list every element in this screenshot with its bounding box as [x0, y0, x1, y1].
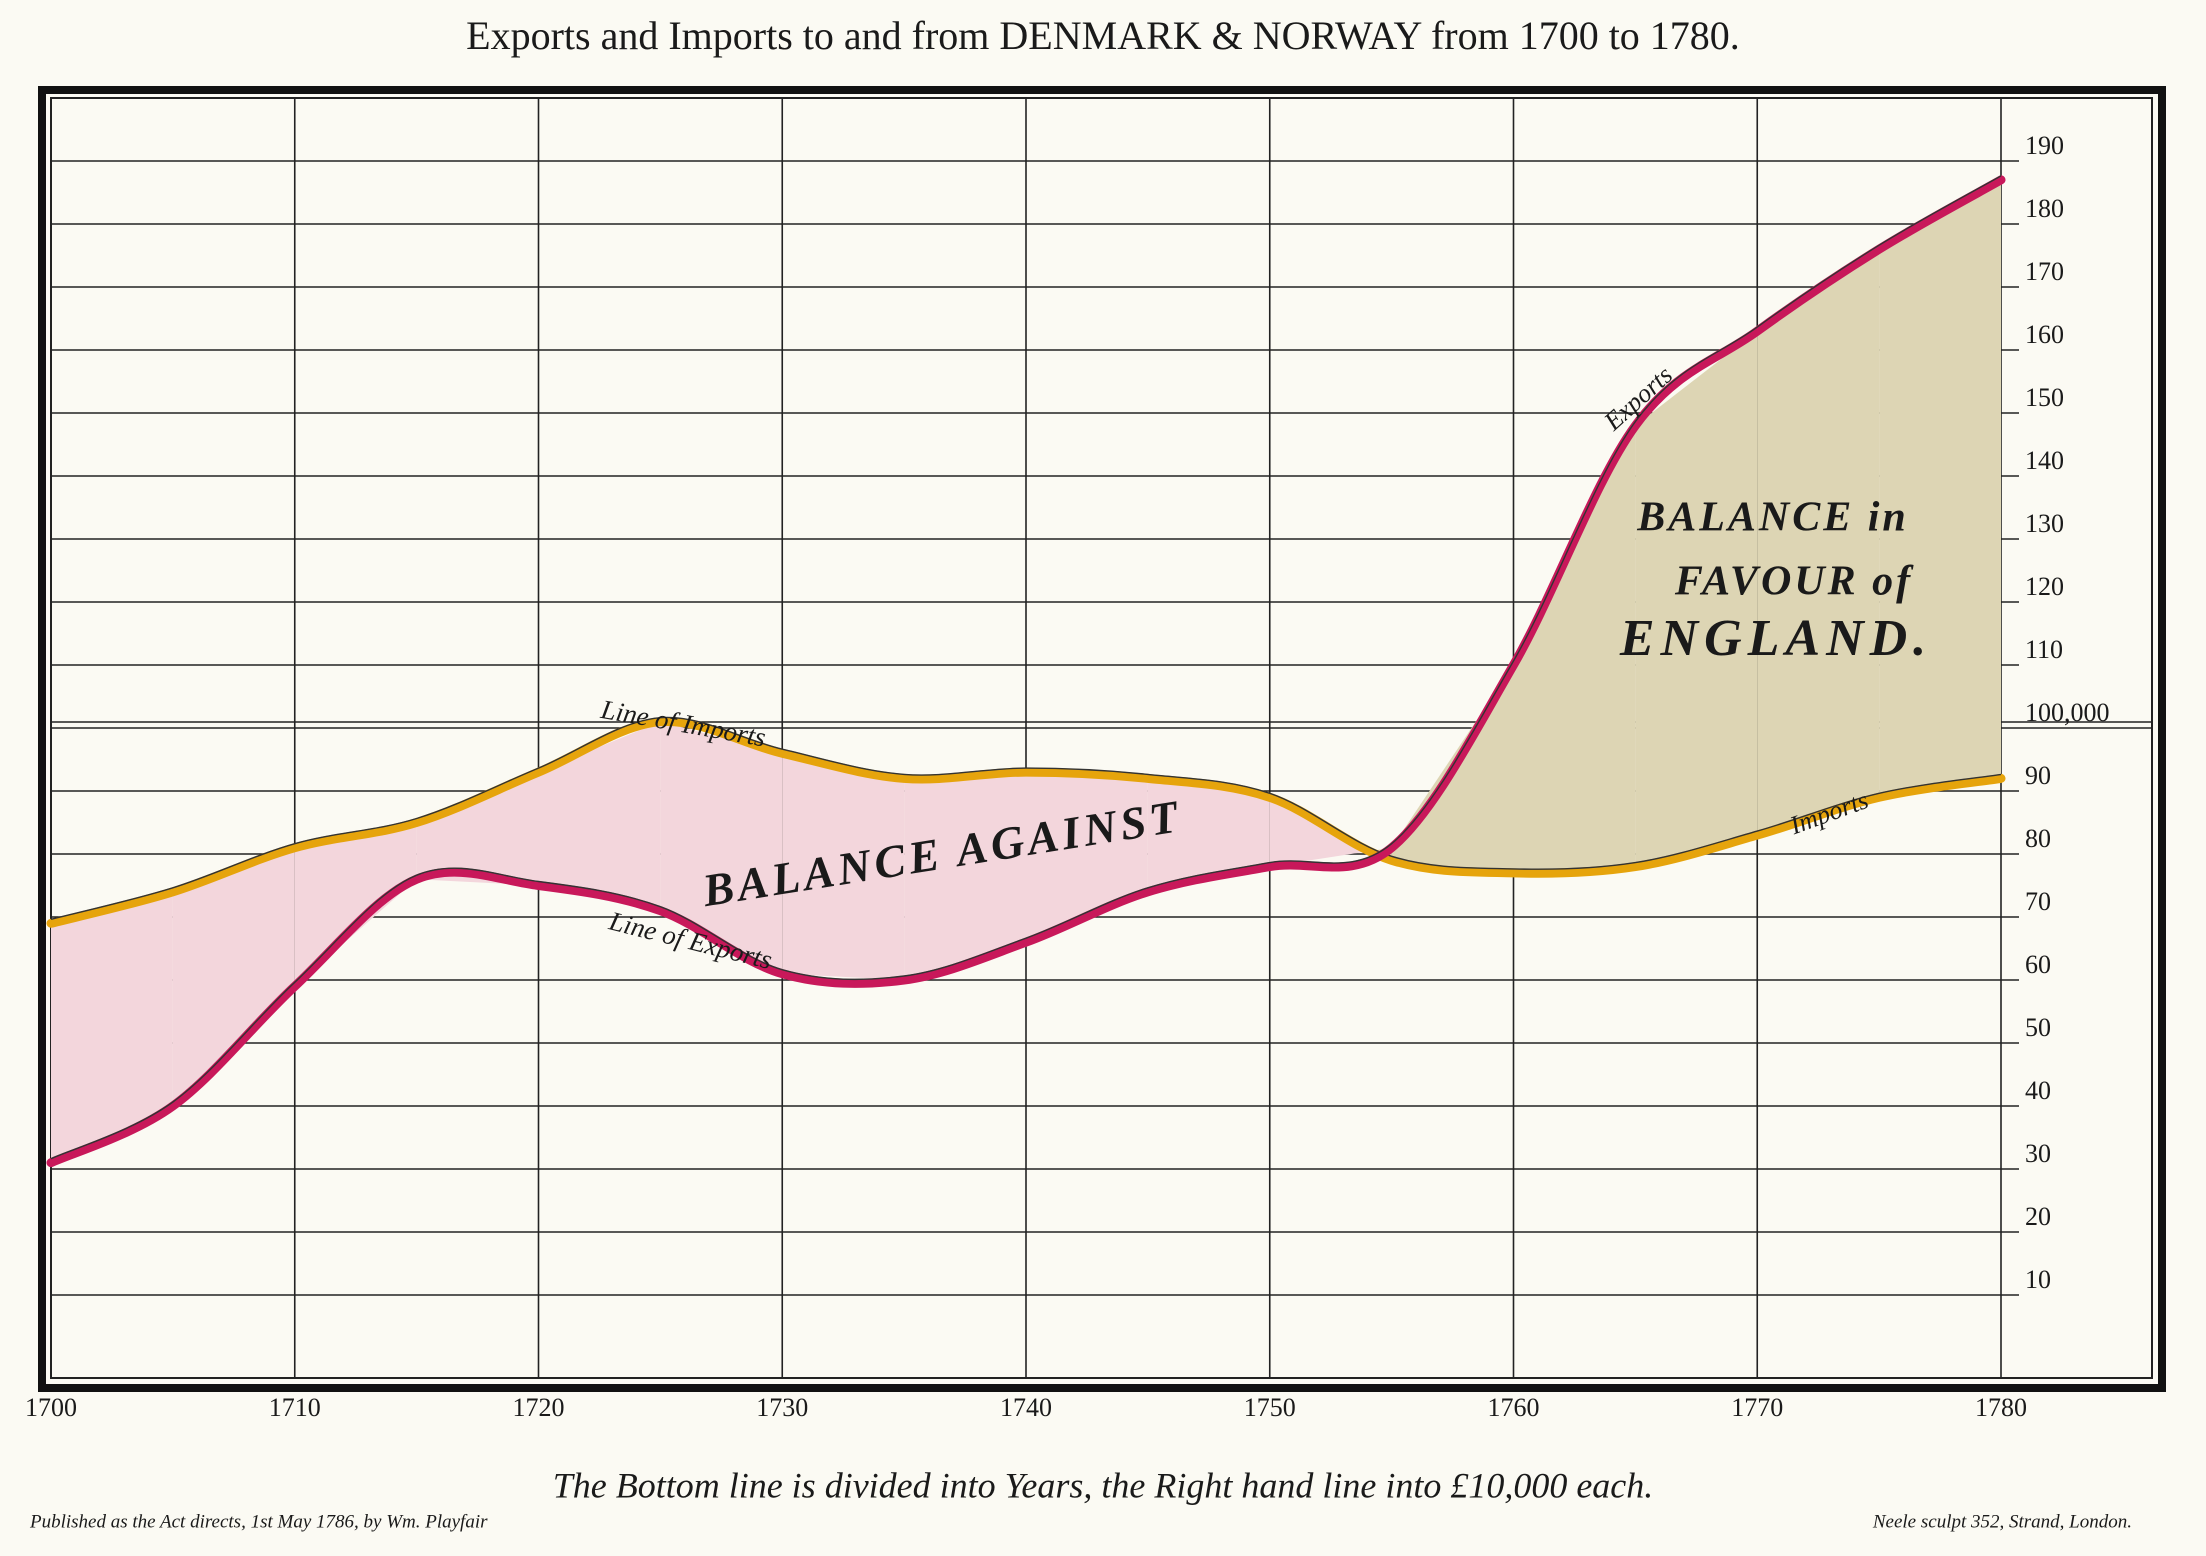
- y-tick-label: 20: [2025, 1202, 2051, 1231]
- series-line-outline: [50, 716, 2002, 920]
- y-tick-label: 160: [2025, 320, 2064, 349]
- y-tick-label: 40: [2025, 1076, 2051, 1105]
- balance-area: [294, 822, 417, 987]
- balance-area: [1635, 331, 1758, 867]
- annotation: FAVOUR of: [1674, 559, 1914, 605]
- credit: Neele sculpt 352, Strand, London.: [1872, 1511, 2132, 1532]
- x-tick-label: 1780: [1975, 1393, 2027, 1422]
- annotation: ENGLAND.: [1619, 610, 1932, 667]
- y-tick-label: 70: [2025, 887, 2051, 916]
- y-tick-label: 150: [2025, 383, 2064, 412]
- y-tick-label: 80: [2025, 824, 2051, 853]
- x-tick-label: 1710: [269, 1393, 321, 1422]
- balance-area: [1147, 778, 1270, 892]
- series-line-outline: [50, 175, 2002, 1160]
- y-tick-label: 100,000: [2025, 698, 2110, 727]
- balance-area: [1269, 797, 1373, 867]
- balance-area: [416, 772, 539, 886]
- y-tick-label: 60: [2025, 950, 2051, 979]
- balance-area: [782, 753, 905, 980]
- y-tick-label: 10: [2025, 1265, 2051, 1294]
- y-tick-label: 50: [2025, 1013, 2051, 1042]
- y-tick-label: 140: [2025, 446, 2064, 475]
- balance-area: [1879, 179, 2001, 798]
- x-tick-label: 1760: [1488, 1393, 1540, 1422]
- credit: Published as the Act directs, 1st May 17…: [29, 1511, 488, 1532]
- y-tick-label: 90: [2025, 761, 2051, 790]
- footnote: The Bottom line is divided into Years, t…: [553, 1465, 1654, 1505]
- y-tick-label: 190: [2025, 131, 2064, 160]
- y-tick-label: 110: [2025, 635, 2063, 664]
- balance-area: [1513, 425, 1636, 873]
- outer-frame: [38, 86, 2166, 1392]
- series-line: [46, 175, 2006, 1168]
- x-tick-label: 1750: [1244, 1393, 1296, 1422]
- balance-area: [172, 847, 295, 1106]
- balance-area: [51, 891, 173, 1163]
- y-tick-label: 120: [2025, 572, 2064, 601]
- y-tick-label: 180: [2025, 194, 2064, 223]
- x-tick-label: 1740: [1000, 1393, 1052, 1422]
- balance-area: [904, 772, 1026, 980]
- x-tick-label: 1770: [1731, 1393, 1783, 1422]
- series-line: [46, 716, 2006, 928]
- balance-area: [660, 721, 783, 974]
- annotation: BALANCE in: [1636, 495, 1909, 541]
- y-tick-label: 130: [2025, 509, 2064, 538]
- x-tick-label: 1700: [25, 1393, 77, 1422]
- y-tick-label: 30: [2025, 1139, 2051, 1168]
- chart-title: Exports and Imports to and from DENMARK …: [466, 13, 1740, 58]
- balance-area: [538, 721, 661, 911]
- y-tick-label: 170: [2025, 257, 2064, 286]
- balance-area: [1757, 249, 1880, 836]
- x-tick-label: 1730: [756, 1393, 808, 1422]
- x-tick-label: 1720: [513, 1393, 565, 1422]
- plot-area: 10 20 30 40 50 60 70 80 90 100,000 110 120 130 140 150…: [25, 98, 2152, 1422]
